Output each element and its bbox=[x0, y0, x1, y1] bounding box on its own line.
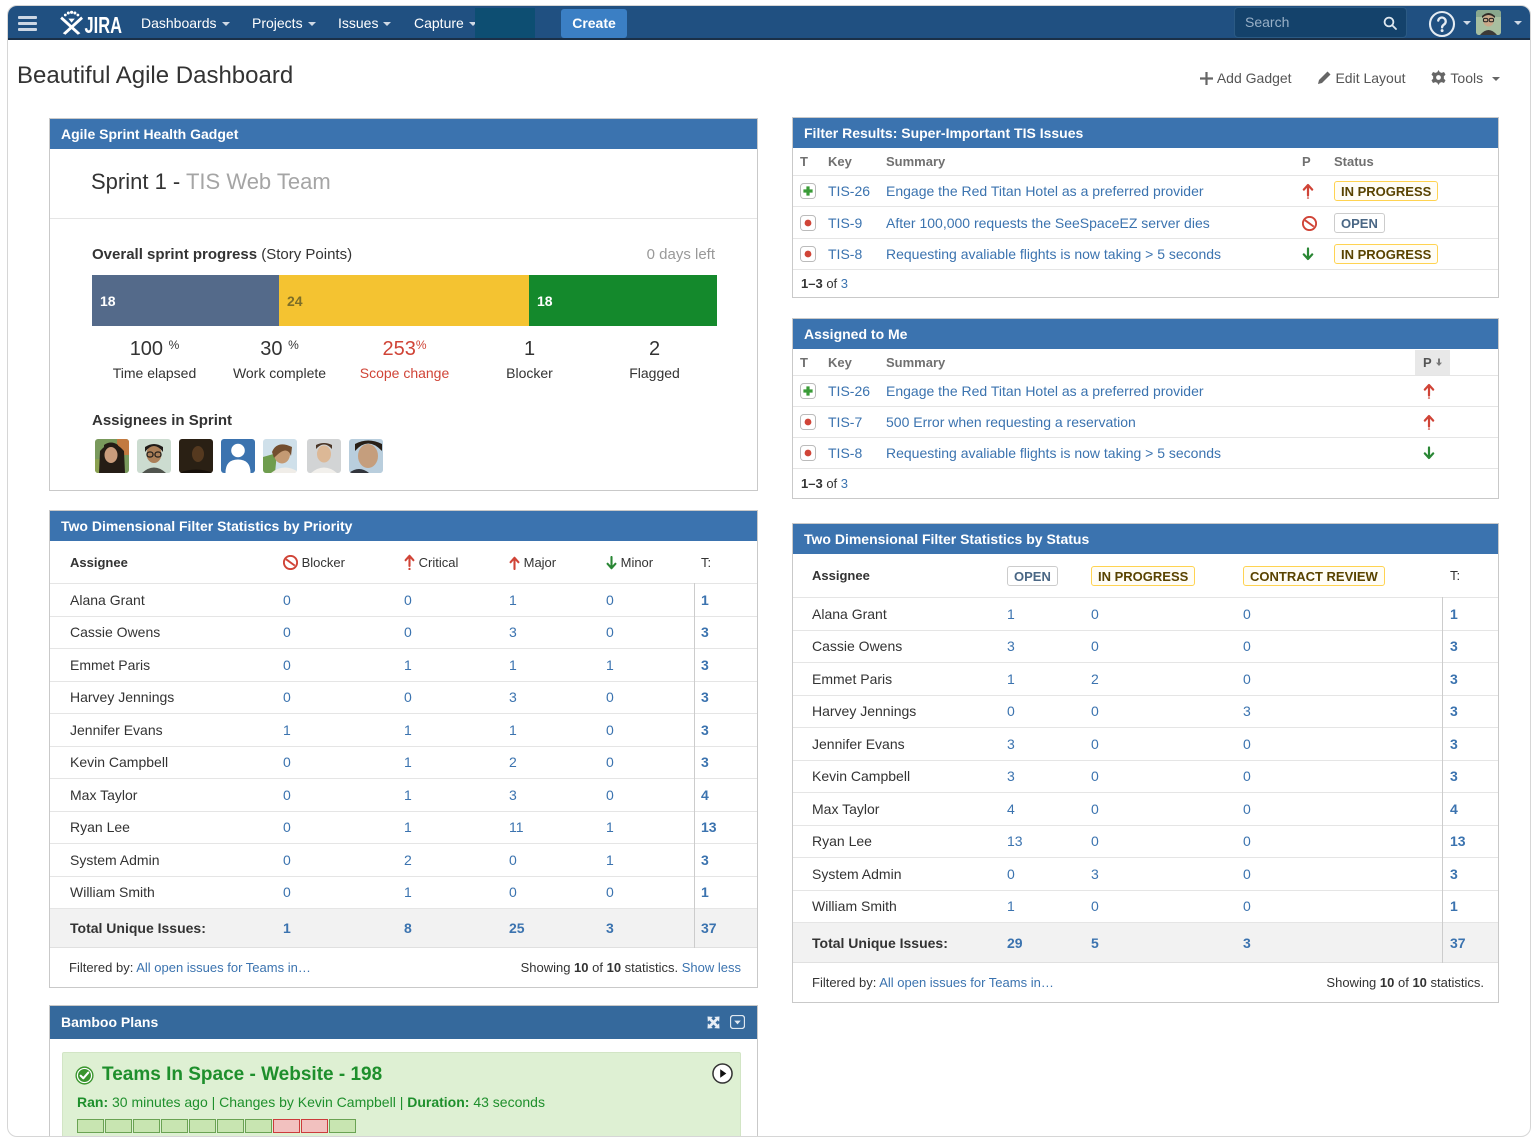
svg-text:JIRA: JIRA bbox=[85, 12, 123, 35]
